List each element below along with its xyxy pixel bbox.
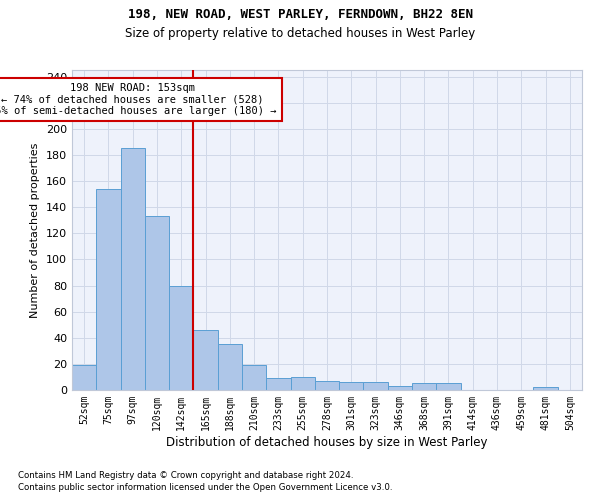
Bar (145, 216, 169, 390)
Bar (388, 386, 412, 390)
Text: Size of property relative to detached houses in West Parley: Size of property relative to detached ho… (125, 28, 475, 40)
Bar (290, 377, 315, 390)
Text: 198, NEW ROAD, WEST PARLEY, FERNDOWN, BH22 8EN: 198, NEW ROAD, WEST PARLEY, FERNDOWN, BH… (128, 8, 473, 20)
Bar (96, 189, 121, 390)
Bar (121, 148, 145, 390)
Bar (218, 344, 242, 390)
Bar (533, 388, 558, 390)
Bar (364, 382, 388, 390)
Bar (72, 365, 96, 390)
Y-axis label: Number of detached properties: Number of detached properties (31, 142, 40, 318)
Bar (436, 384, 461, 390)
Bar (266, 378, 290, 390)
Bar (315, 381, 339, 390)
Text: Contains public sector information licensed under the Open Government Licence v3: Contains public sector information licen… (18, 484, 392, 492)
X-axis label: Distribution of detached houses by size in West Parley: Distribution of detached houses by size … (166, 436, 488, 448)
Bar (242, 365, 266, 390)
Text: 198 NEW ROAD: 153sqm
← 74% of detached houses are smaller (528)
25% of semi-deta: 198 NEW ROAD: 153sqm ← 74% of detached h… (0, 83, 277, 116)
Bar (169, 286, 193, 390)
Bar (412, 384, 436, 390)
Bar (193, 330, 218, 390)
Text: Contains HM Land Registry data © Crown copyright and database right 2024.: Contains HM Land Registry data © Crown c… (18, 471, 353, 480)
Bar (339, 382, 364, 390)
